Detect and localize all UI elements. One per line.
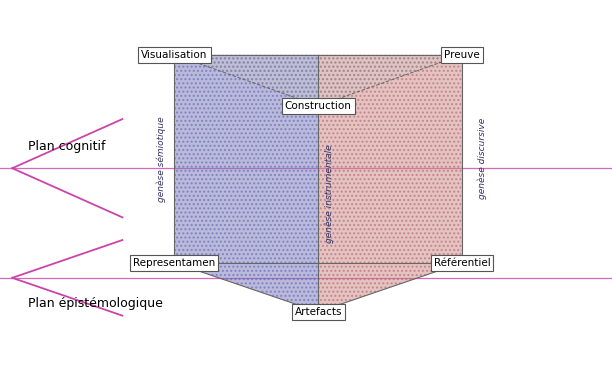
Text: genèse discursive: genèse discursive bbox=[477, 118, 487, 199]
Text: Representamen: Representamen bbox=[133, 258, 215, 268]
Polygon shape bbox=[174, 55, 318, 312]
Text: Preuve: Preuve bbox=[444, 50, 480, 60]
Text: Plan cognitif: Plan cognitif bbox=[28, 140, 105, 153]
Polygon shape bbox=[174, 55, 462, 106]
Text: Artefacts: Artefacts bbox=[294, 307, 342, 317]
Text: Référentiel: Référentiel bbox=[434, 258, 490, 268]
Text: genèse instrumentale: genèse instrumentale bbox=[324, 144, 334, 243]
Polygon shape bbox=[318, 55, 462, 312]
Text: genèse sémiotique: genèse sémiotique bbox=[156, 116, 166, 201]
Text: Construction: Construction bbox=[285, 101, 352, 111]
Text: Visualisation: Visualisation bbox=[141, 50, 207, 60]
Text: Plan épistémologique: Plan épistémologique bbox=[28, 297, 162, 310]
